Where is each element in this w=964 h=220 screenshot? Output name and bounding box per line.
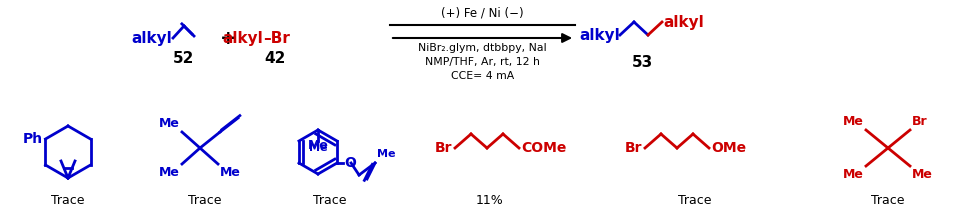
Text: (+) Fe / Ni (−): (+) Fe / Ni (−) <box>442 7 523 20</box>
Text: alkyl: alkyl <box>579 28 620 42</box>
Text: Me: Me <box>159 166 180 179</box>
Text: Ph: Ph <box>22 132 42 146</box>
Text: alkyl: alkyl <box>663 15 704 29</box>
Text: –Br: –Br <box>263 31 290 46</box>
Text: NMP/THF, Ar, rt, 12 h: NMP/THF, Ar, rt, 12 h <box>425 57 540 67</box>
Text: Trace: Trace <box>313 194 347 207</box>
Text: alkyl: alkyl <box>223 31 263 46</box>
Text: +: + <box>220 29 236 48</box>
Text: Me: Me <box>308 139 329 152</box>
Text: Me: Me <box>844 115 864 128</box>
Text: Me: Me <box>220 166 241 179</box>
Text: Me: Me <box>377 149 395 159</box>
Text: Trace: Trace <box>188 194 222 207</box>
Text: Trace: Trace <box>679 194 711 207</box>
Text: Br: Br <box>435 141 452 155</box>
Text: COMe: COMe <box>521 141 567 155</box>
Text: CCE= 4 mA: CCE= 4 mA <box>451 71 514 81</box>
Text: O: O <box>344 156 356 170</box>
Text: 53: 53 <box>631 55 653 70</box>
Text: NiBr₂.glym, dtbbpy, NaI: NiBr₂.glym, dtbbpy, NaI <box>418 43 547 53</box>
Text: OMe: OMe <box>711 141 746 155</box>
Text: Me: Me <box>308 143 327 153</box>
Text: 52: 52 <box>173 51 194 66</box>
Text: Me: Me <box>912 168 933 181</box>
Text: Me: Me <box>844 168 864 181</box>
Text: Trace: Trace <box>871 194 905 207</box>
Text: Br: Br <box>625 141 642 155</box>
Text: Br: Br <box>912 115 927 128</box>
Text: Trace: Trace <box>51 194 85 207</box>
Text: alkyl: alkyl <box>131 31 172 46</box>
Text: 11%: 11% <box>476 194 504 207</box>
Text: Me: Me <box>159 117 180 130</box>
Text: 42: 42 <box>264 51 285 66</box>
